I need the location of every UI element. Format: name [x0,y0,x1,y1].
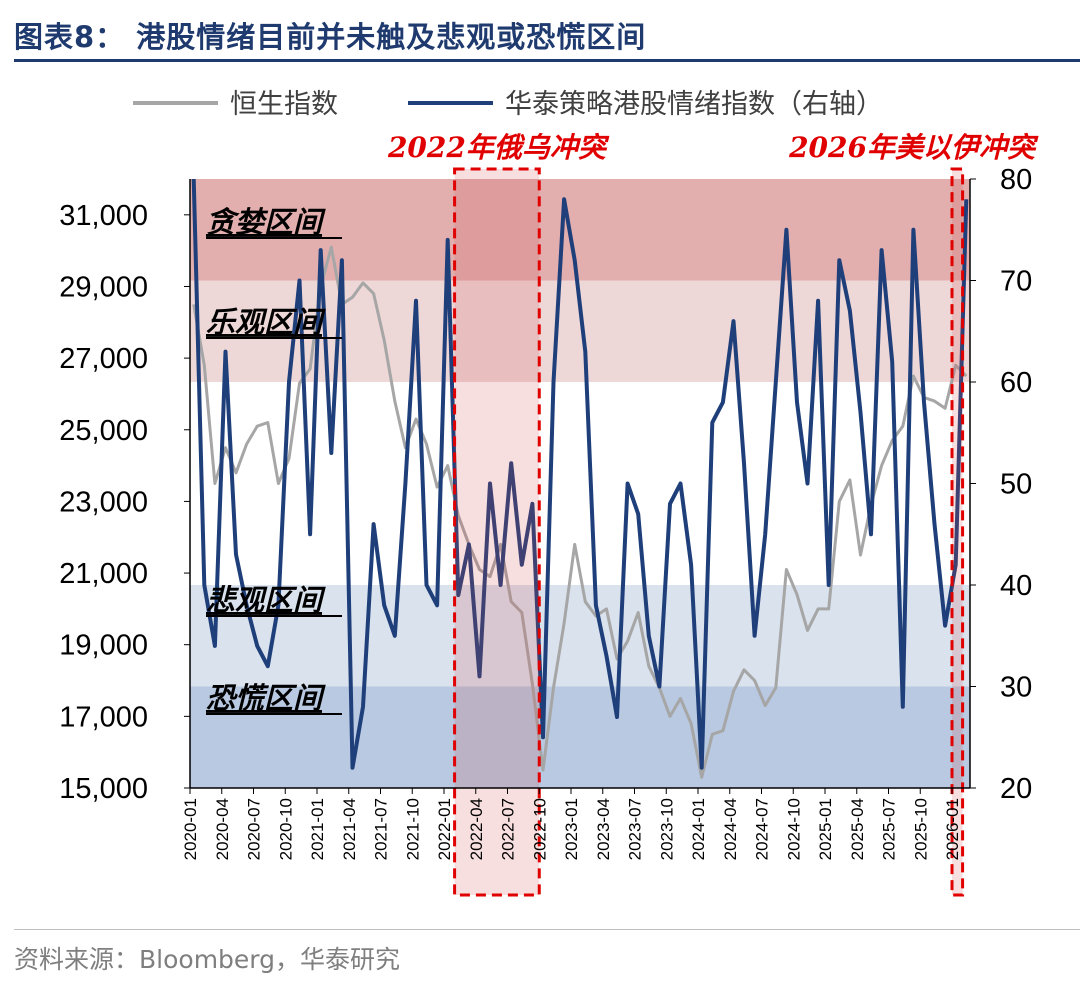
event-boxes: 2022年俄乌冲突 2026年美以伊冲突 [387,131,1039,897]
left-tick-label-7: 29,000 [59,271,148,303]
right-tick-label-5: 70 [1000,266,1032,298]
event-box-1 [950,167,965,897]
x-tick-label-2: 2020-07 [245,798,264,860]
legend-label-0: 恒生指数 [230,89,338,120]
x-tick-label-16: 2024-01 [689,798,708,860]
event-label-1: 2026年美以伊冲突 [788,131,1039,164]
x-tick-label-20: 2025-01 [816,798,835,860]
x-tick-label-4: 2021-01 [308,798,327,860]
series-line-1 [191,178,969,770]
x-tick-label-17: 2024-04 [721,798,740,860]
zone-label-4: 恐慌区间 [206,681,326,715]
right-tick-label-4: 60 [1000,367,1032,399]
right-tick-label-2: 40 [1000,570,1032,602]
x-tick-label-11: 2022-10 [530,798,549,860]
x-tick-label-24: 2026-01 [943,798,962,860]
event-label-0: 2022年俄乌冲突 [387,131,610,164]
left-tick-label-8: 31,000 [59,200,148,232]
x-tick-label-5: 2021-04 [340,798,359,860]
zone-band-2 [190,382,970,585]
x-tick-label-8: 2022-01 [435,798,454,860]
left-tick-label-2: 19,000 [59,630,148,662]
x-axis-ticks: 2020-01 2020-04 2020-07 2020-10 2021-01 2021-… [181,798,962,860]
x-tick-label-1: 2020-04 [213,798,232,860]
source-rule [14,929,1080,930]
x-tick-label-22: 2025-07 [880,798,899,860]
left-tick-label-1: 17,000 [59,701,148,733]
x-tick-label-19: 2024-10 [784,798,803,860]
zone-label-0: 贪婪区间 [206,205,326,239]
x-tick-label-7: 2021-10 [403,798,422,860]
plot-axes [184,178,976,794]
right-axis-ticks: 20 30 40 50 60 70 80 [1000,164,1032,805]
right-tick-label-1: 30 [1000,672,1032,704]
right-tick-label-0: 20 [1000,773,1032,805]
left-tick-label-6: 27,000 [59,343,148,375]
x-tick-label-21: 2025-04 [848,798,867,860]
zone-band-4 [190,686,970,788]
x-tick-label-15: 2023-10 [657,798,676,860]
zone-label-1: 乐观区间 [206,305,326,339]
left-axis-ticks: 15,000 17,000 19,000 21,000 23,000 25,000 27,0… [59,200,148,805]
source-note: 资料来源：Bloomberg，华泰研究 [14,945,400,974]
x-tick-label-3: 2020-10 [276,798,295,860]
right-tick-label-3: 50 [1000,469,1032,501]
legend-label-1: 华泰策略港股情绪指数（右轴） [505,89,883,120]
chart: 15,000 17,000 19,000 21,000 23,000 25,000 27,0… [59,89,1039,897]
x-tick-label-6: 2021-07 [372,798,391,860]
zone-band-3 [190,585,970,687]
left-tick-label-4: 23,000 [59,486,148,518]
title-rule [14,59,1080,62]
legend: 恒生指数 华泰策略港股情绪指数（右轴） [133,89,883,120]
left-tick-label-0: 15,000 [59,773,148,805]
x-tick-label-23: 2025-10 [911,798,930,860]
left-tick-label-5: 25,000 [59,415,148,447]
left-tick-label-3: 21,000 [59,558,148,590]
zone-label-3: 悲观区间 [206,583,326,617]
x-tick-label-14: 2023-07 [626,798,645,860]
right-tick-label-6: 80 [1000,164,1032,196]
x-tick-label-0: 2020-01 [181,798,200,860]
series-layer [191,178,969,779]
x-tick-label-13: 2023-04 [594,798,613,860]
x-tick-label-10: 2022-07 [499,798,518,860]
x-tick-label-9: 2022-04 [467,798,486,860]
sentiment-zones [190,179,970,788]
x-tick-label-18: 2024-07 [753,798,772,860]
x-tick-label-12: 2023-01 [562,798,581,860]
event-box-0 [453,167,541,897]
figure-title: 图表8： 港股情绪目前并未触及悲观或恐慌区间 [14,20,647,54]
